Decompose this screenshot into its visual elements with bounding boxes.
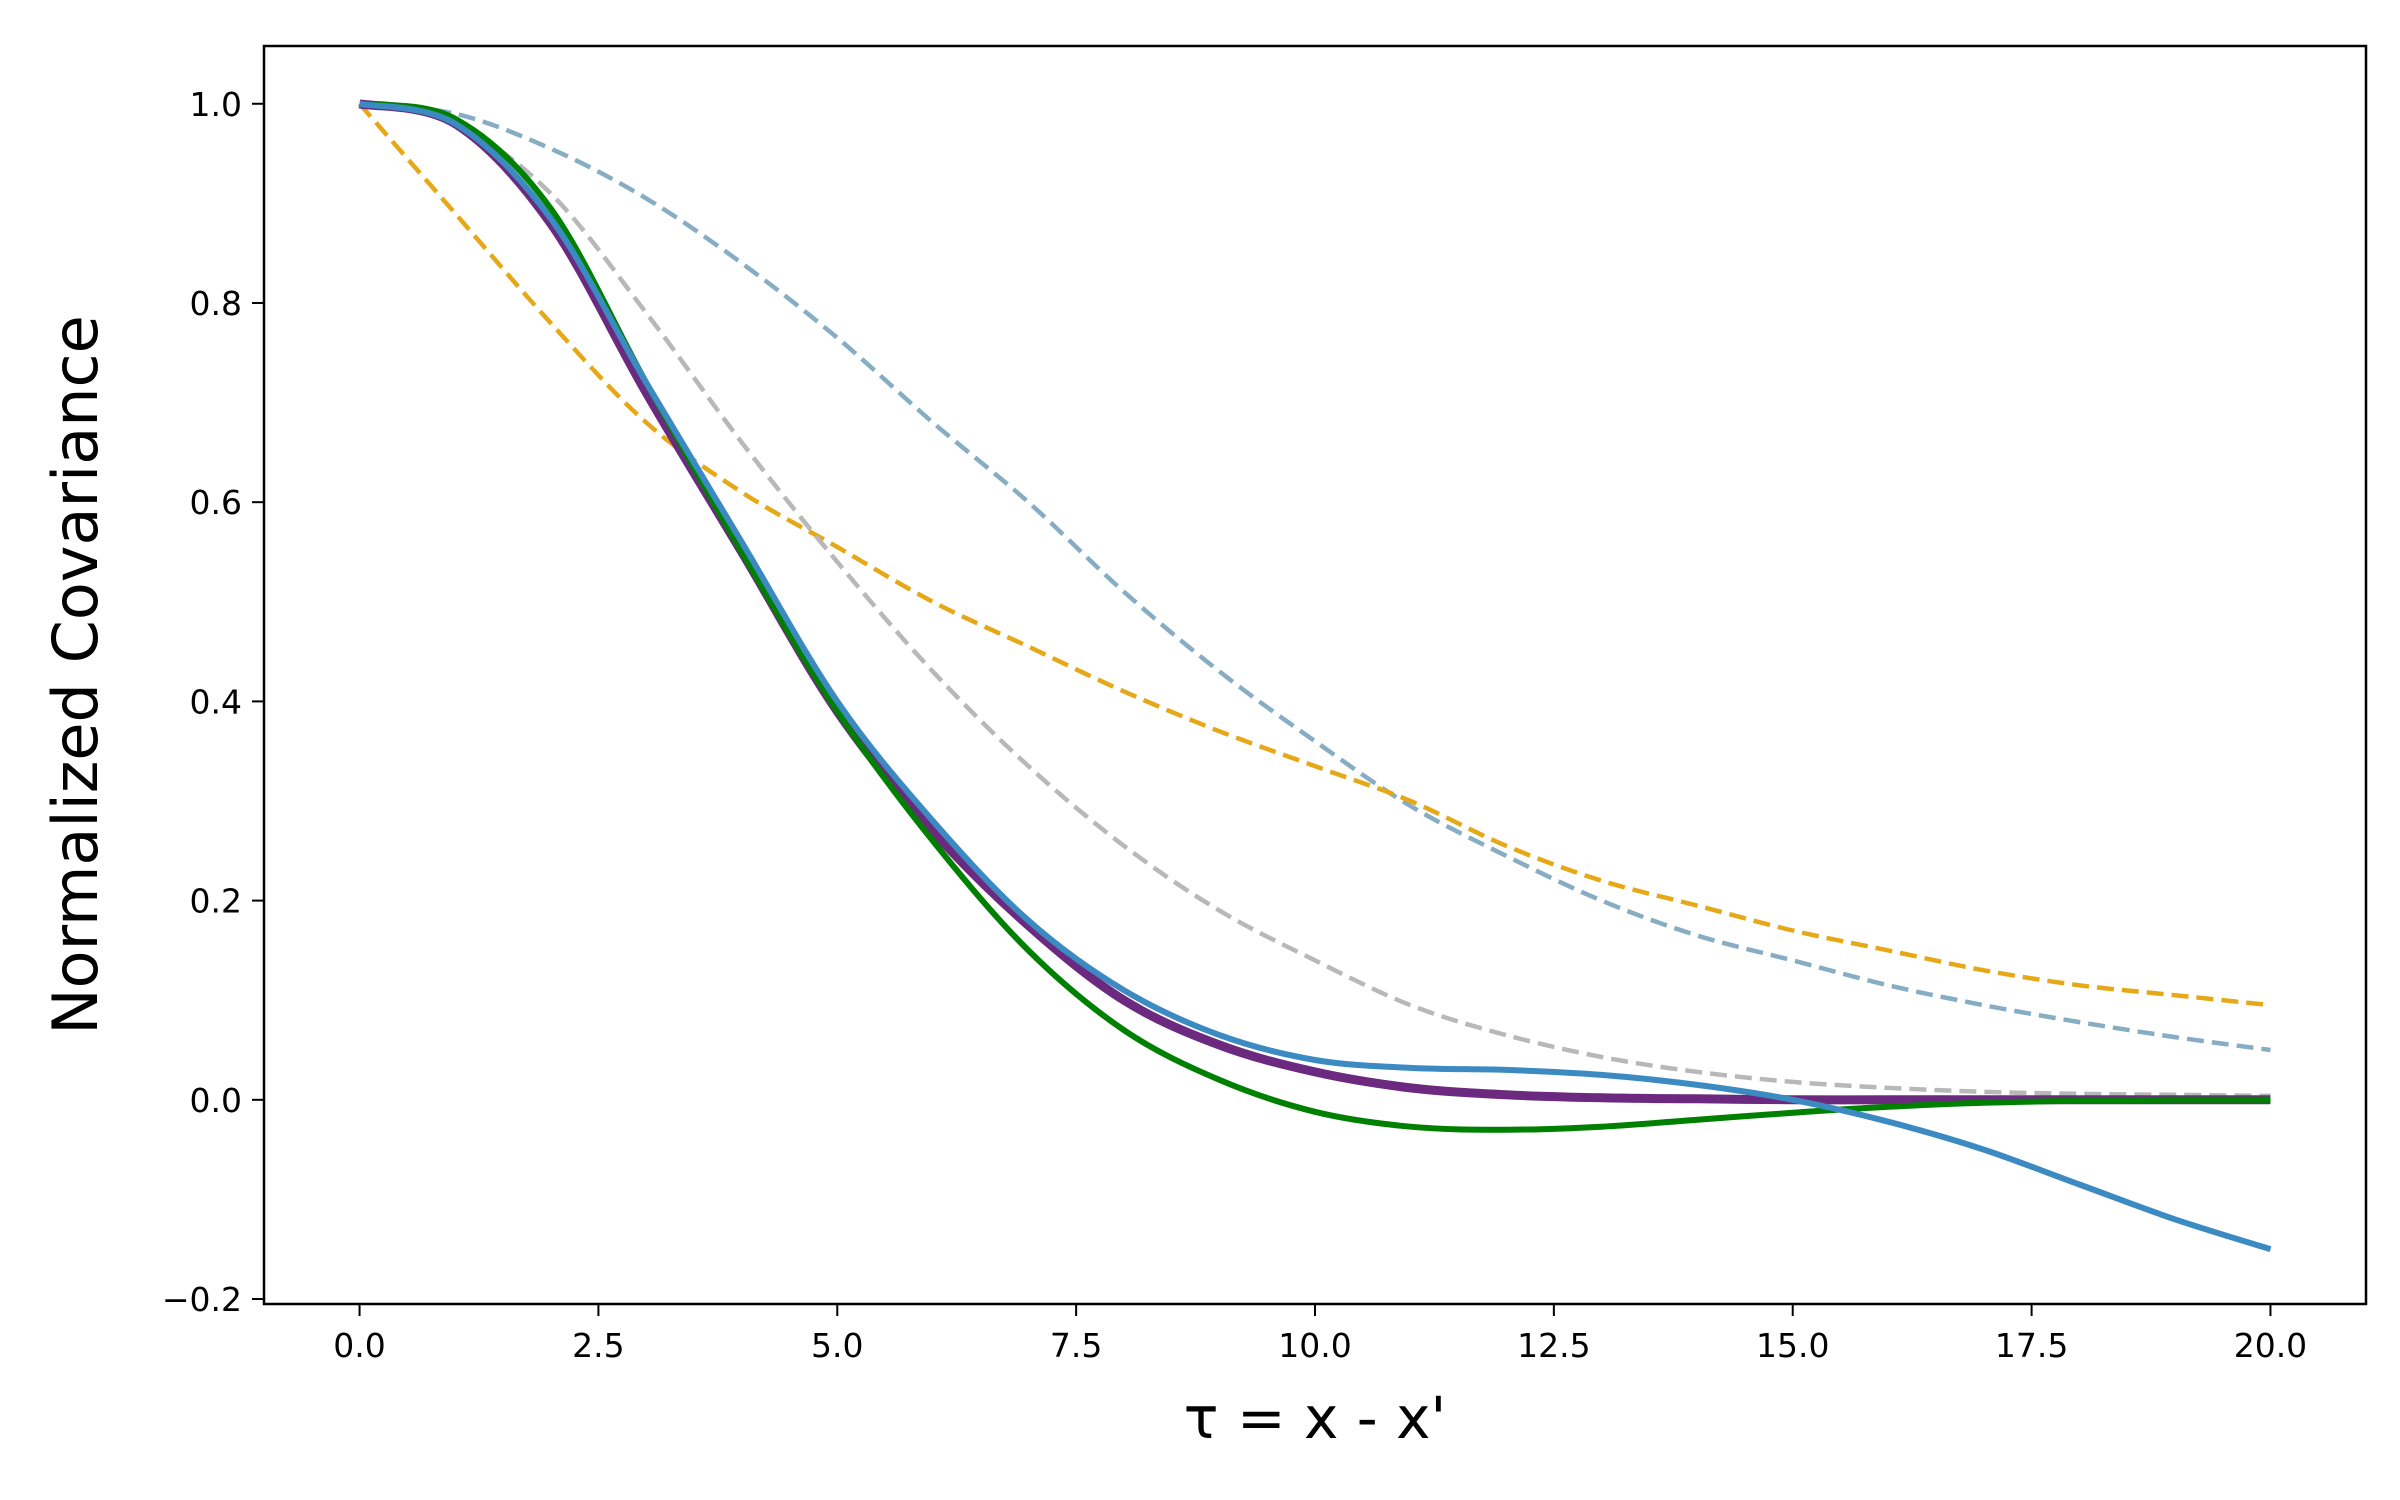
x-tick-label: 12.5: [1517, 1326, 1590, 1365]
plot-lines: [357, 99, 2272, 1253]
x-tick-label: 7.5: [1050, 1326, 1102, 1365]
x-tick-label: 17.5: [1995, 1326, 2068, 1365]
plot-frame: [262, 44, 2368, 1306]
x-tick-label: 0.0: [333, 1326, 385, 1365]
x-axis-label: τ = x - x': [1184, 1384, 1447, 1452]
series-line-1: [359, 101, 2271, 1053]
y-tick-label: 0.0: [190, 1081, 242, 1120]
y-tick-label: −0.2: [162, 1280, 242, 1319]
x-axis: 0.0 2.5 5.0 7.5 10.0 12.5 15.0 17.5 20.0: [333, 1304, 2307, 1365]
series-line-3: [359, 101, 2271, 1099]
y-axis: −0.2 0.0 0.2 0.4 0.6 0.8 1.0: [162, 85, 264, 1319]
x-tick-label: 10.0: [1278, 1326, 1351, 1365]
series-line-6: [358, 100, 2272, 1253]
x-tick-label: 5.0: [811, 1326, 863, 1365]
y-tick-label: 0.2: [190, 882, 242, 921]
y-tick-label: 1.0: [190, 85, 242, 124]
series-line-5: [359, 100, 2271, 1133]
series-line-4: [358, 99, 2271, 1105]
x-tick-label: 2.5: [572, 1326, 624, 1365]
y-tick-label: 0.4: [190, 682, 242, 721]
y-tick-label: 0.8: [190, 284, 242, 323]
x-tick-label: 15.0: [1756, 1326, 1829, 1365]
y-tick-label: 0.6: [190, 483, 242, 522]
y-axis-label: Normalized Covariance: [39, 315, 112, 1034]
series-line-2: [357, 102, 2271, 1008]
x-tick-label: 20.0: [2234, 1326, 2307, 1365]
